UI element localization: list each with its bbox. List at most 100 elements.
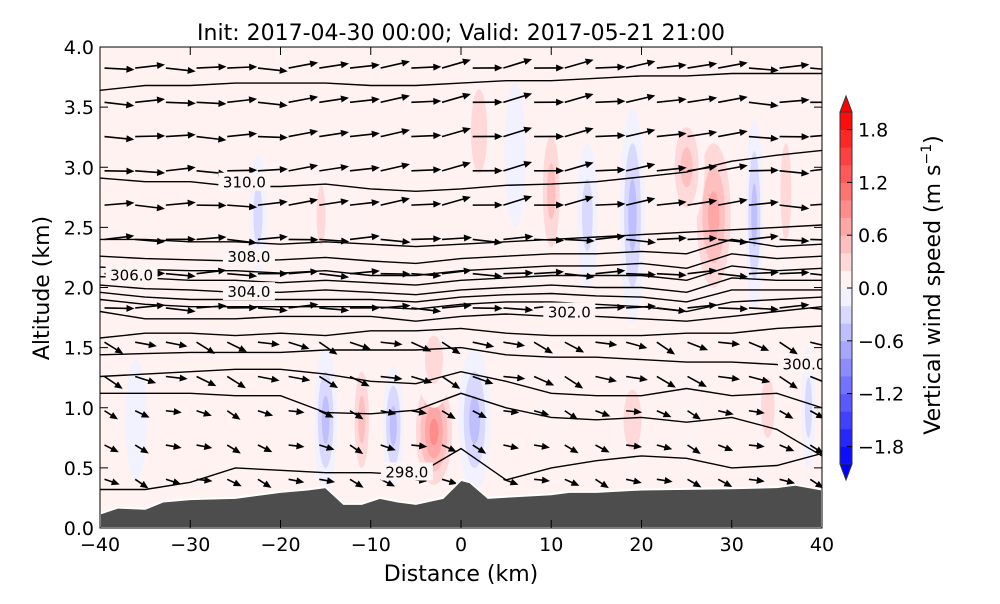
y-axis-label: Altitude (km) [30, 216, 55, 360]
wind-arrow-shaft [595, 307, 619, 308]
wind-arrow-shaft [595, 204, 619, 205]
w-shading-region [425, 336, 443, 384]
colorbar-tick-label: 1.8 [858, 120, 888, 142]
wind-arrow-shaft [749, 273, 773, 274]
wind-arrow-head [832, 99, 840, 106]
wind-arrow-shaft [166, 102, 190, 103]
colorbar-tick-label: −1.2 [858, 384, 904, 406]
y-tick-label: 0.0 [64, 518, 94, 540]
colorbar-band [840, 306, 852, 324]
contour-label: 300.0 [782, 355, 825, 373]
colorbar-band [840, 376, 852, 394]
colorbar-band [840, 446, 852, 464]
colorbar-band [840, 218, 852, 236]
wind-arrow-shaft [749, 170, 773, 171]
chart-title: Init: 2017-04-30 00:00; Valid: 2017-05-2… [197, 21, 725, 46]
plot-area: 310.0 308.0 306.0 304.0 302.0 300.0 298.0 [100, 47, 840, 528]
w-shading-region [322, 396, 330, 444]
colorbar-band [840, 235, 852, 253]
y-tick-label: 2.0 [64, 278, 94, 300]
wind-arrow-shaft [595, 170, 619, 171]
wind-arrow-shaft [227, 67, 251, 68]
contour-label: 310.0 [223, 174, 266, 192]
contour-label: 302.0 [548, 304, 591, 322]
w-shading-region [708, 191, 719, 239]
w-shading-region [469, 396, 480, 444]
wind-arrow-shaft [780, 273, 804, 274]
colorbar-extend-min [840, 464, 852, 480]
colorbar-band [840, 270, 852, 288]
wind-arrow-head [832, 165, 840, 172]
y-tick-label: 3.5 [64, 97, 94, 119]
wind-arrow-shaft [411, 239, 435, 240]
w-shading-region [429, 419, 438, 445]
w-shading-region [547, 163, 555, 219]
colorbar-band [840, 200, 852, 218]
colorbar-tick-label: 0.6 [858, 225, 888, 247]
colorbar-band [840, 182, 852, 200]
colorbar-band [840, 253, 852, 271]
w-shading-region [125, 360, 147, 480]
wind-arrow-shaft [411, 204, 435, 205]
wind-arrow-head [832, 273, 840, 280]
colorbar-band [840, 288, 852, 306]
colorbar-band [840, 323, 852, 341]
w-shading-region [317, 185, 326, 245]
colorbar: −1.8 −1.2 −0.6 0.0 0.6 1.2 1.8 [840, 96, 904, 480]
wind-arrow-shaft [503, 273, 527, 274]
wind-arrow-shaft [197, 67, 221, 68]
w-shading-region [805, 378, 812, 438]
wind-arrow-head [822, 378, 831, 385]
wind-arrow-shaft [657, 238, 681, 239]
colorbar-band [840, 112, 852, 130]
y-tick-label: 1.0 [64, 398, 94, 420]
x-tick-label: 10 [539, 534, 563, 556]
colorbar-extend-max [840, 96, 852, 112]
x-tick-label: 30 [720, 534, 744, 556]
wind-arrow-head [832, 67, 840, 74]
colorbar-tick-label: −1.8 [858, 436, 904, 458]
wind-arrow-shaft [227, 170, 251, 171]
colorbar-band [840, 341, 852, 359]
y-tick-label: 3.0 [64, 157, 94, 179]
x-tick-label: 0 [455, 534, 467, 556]
contour-label: 304.0 [227, 283, 270, 301]
colorbar-label: Vertical wind speed (m s−1) [919, 135, 946, 435]
x-tick-label: −10 [351, 534, 391, 556]
colorbar-band [840, 429, 852, 447]
contour-label: 298.0 [385, 463, 428, 481]
y-tick-label: 0.5 [64, 458, 94, 480]
w-shading-region [623, 390, 641, 450]
w-shading-region [358, 396, 365, 444]
colorbar-band [840, 147, 852, 165]
contour-label: 308.0 [227, 248, 270, 266]
wind-arrow-shaft [534, 239, 558, 240]
x-tick-label: −20 [260, 534, 300, 556]
x-tick-label: 40 [810, 534, 834, 556]
colorbar-tick-label: −0.6 [858, 331, 904, 353]
wind-arrow-shaft [411, 101, 435, 102]
colorbar-band [840, 358, 852, 376]
colorbar-tick-label: 1.2 [858, 172, 888, 194]
wind-arrow-shaft [626, 274, 650, 275]
wind-arrow-shaft [411, 136, 435, 137]
wind-arrow-shaft [595, 101, 619, 102]
wind-arrow-head [832, 307, 840, 314]
wind-arrow-shaft [688, 238, 712, 239]
colorbar-tick-label: 0.0 [858, 278, 888, 300]
wind-arrow-shaft [258, 137, 282, 138]
w-shading-region [780, 143, 791, 239]
wind-arrow-shaft [595, 67, 619, 68]
w-shading-region [253, 185, 262, 245]
wind-arrow-shaft [411, 170, 435, 171]
wind-arrow-shaft [595, 136, 619, 137]
wind-arrow-head [832, 131, 840, 138]
wind-arrow-head [832, 237, 840, 244]
x-axis-label: Distance (km) [384, 562, 539, 587]
contour-label: 306.0 [110, 266, 153, 284]
wind-arrow-head [823, 342, 832, 349]
wind-arrow-shaft [411, 67, 435, 68]
wind-arrow-shaft [718, 308, 742, 309]
wind-arrow-head [832, 200, 840, 207]
